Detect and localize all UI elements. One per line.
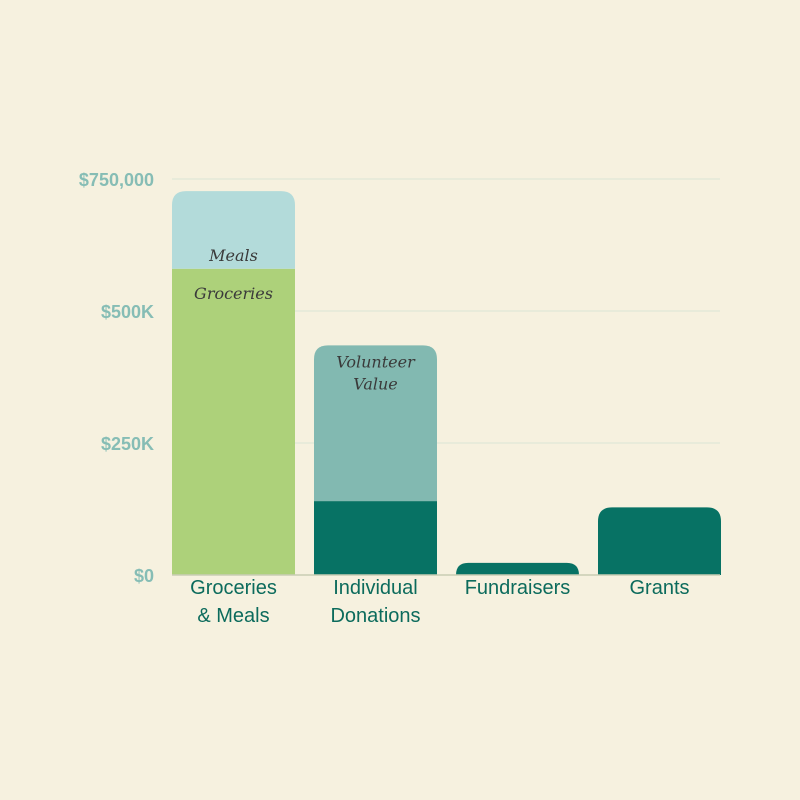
segment-label: Meals — [208, 246, 258, 265]
segment-label: Volunteer Value — [336, 352, 416, 393]
bar-segment — [172, 191, 295, 269]
y-tick-label: $250K — [101, 434, 154, 454]
bar-segment — [314, 345, 437, 502]
bar-segment — [456, 562, 579, 575]
bar-segment — [314, 501, 437, 575]
y-tick-label: $500K — [101, 302, 154, 322]
bar-segment — [598, 507, 721, 575]
y-tick-label: $750,000 — [79, 170, 154, 190]
category-label: Individual Donations — [330, 577, 420, 627]
category-label: Groceries & Meals — [190, 577, 277, 627]
category-label: Grants — [629, 577, 689, 599]
bars — [172, 191, 721, 575]
bar-segment — [172, 268, 295, 575]
segment-labels: Groceries Meals Volunteer Value — [194, 246, 416, 394]
segment-label: Groceries — [194, 284, 273, 303]
y-tick-label: $0 — [134, 566, 154, 586]
category-label: Fundraisers — [465, 577, 571, 599]
axes: $0 $250K $500K $750,000 Groceries & Meals Indi… — [79, 170, 720, 627]
